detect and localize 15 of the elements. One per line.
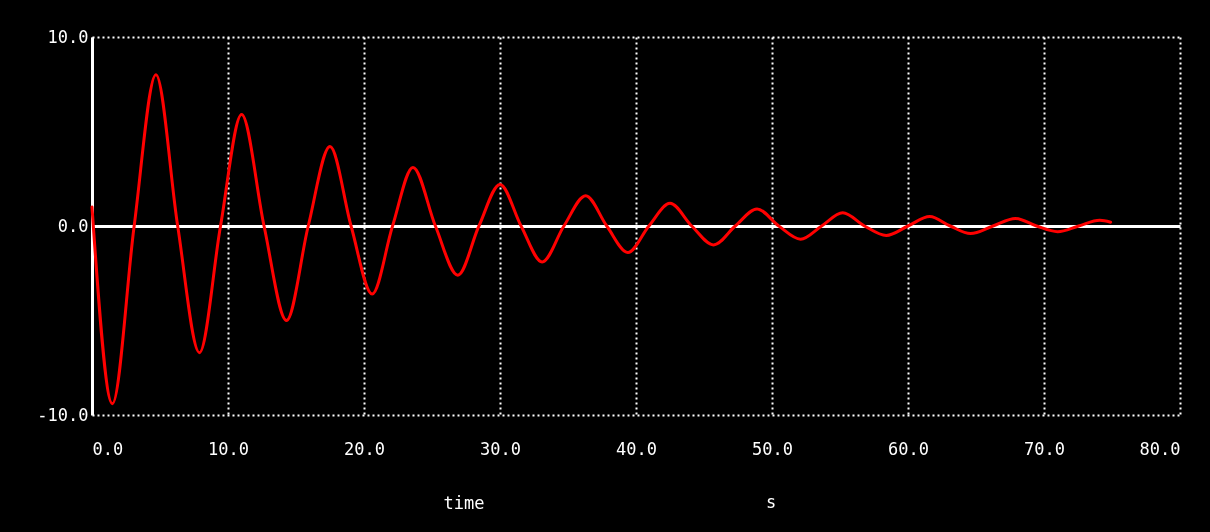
x-tick-label: 10.0	[208, 438, 249, 459]
x-tick-label: 20.0	[344, 438, 385, 459]
x-tick-label: 80.0	[1139, 438, 1181, 459]
x-axis-title: time	[443, 492, 485, 513]
x-tick-label: 0.0	[92, 438, 124, 459]
x-tick-label: 40.0	[616, 438, 657, 459]
x-tick-label: 30.0	[480, 438, 521, 459]
y-tick-label: 0.0	[57, 215, 89, 236]
text: s	[765, 492, 777, 512]
line-series	[90, 73, 1113, 406]
y-tick-label: 10.0	[47, 26, 89, 47]
y-tick-label: -10.0	[37, 404, 89, 425]
x-tick-label: 70.0	[1024, 438, 1065, 459]
x-tick-label: 50.0	[752, 438, 793, 459]
x-tick-label: 60.0	[888, 438, 929, 459]
